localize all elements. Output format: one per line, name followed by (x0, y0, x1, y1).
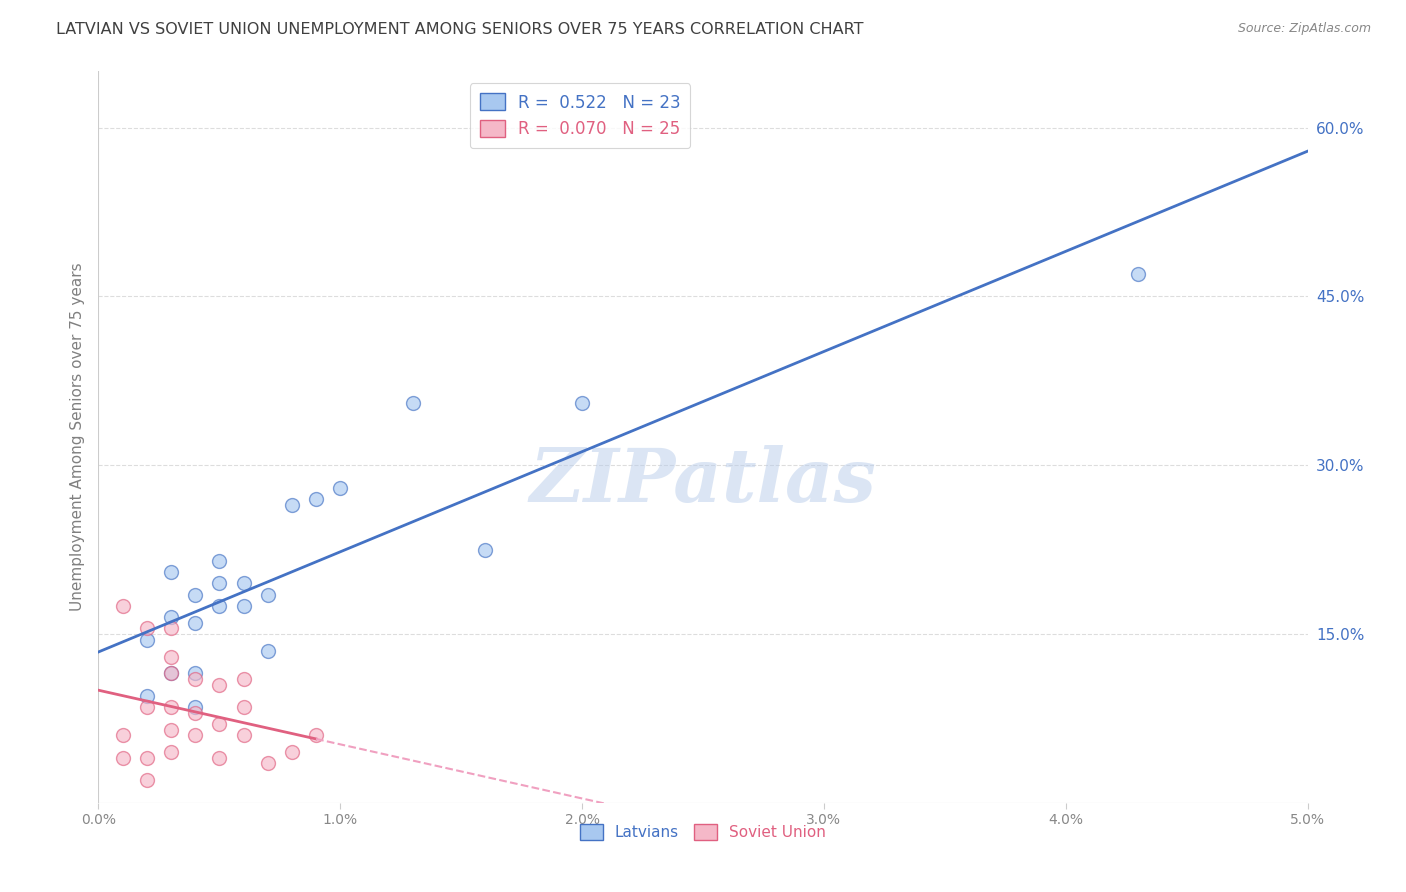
Point (160, 700, 183, 714)
Point (232, 576, 254, 591)
Point (135, 773, 157, 788)
Text: ZIPatlas: ZIPatlas (530, 445, 876, 517)
Point (208, 576, 231, 591)
Point (160, 565, 183, 579)
Point (184, 588, 207, 602)
Point (256, 644, 278, 658)
Point (232, 672, 254, 686)
Point (256, 756, 278, 771)
Point (281, 498, 304, 512)
Text: LATVIAN VS SOVIET UNION UNEMPLOYMENT AMONG SENIORS OVER 75 YEARS CORRELATION CHA: LATVIAN VS SOVIET UNION UNEMPLOYMENT AMO… (56, 22, 863, 37)
Point (160, 649, 183, 664)
Point (160, 666, 183, 681)
Point (208, 599, 231, 613)
Point (474, 542, 496, 557)
Point (305, 728, 328, 742)
Point (208, 554, 231, 568)
Point (1128, 267, 1150, 281)
Point (135, 632, 157, 647)
Point (184, 615, 207, 630)
Point (329, 481, 352, 495)
Point (160, 666, 183, 681)
Point (184, 672, 207, 686)
Point (160, 610, 183, 624)
Legend: Latvians, Soviet Union: Latvians, Soviet Union (574, 818, 832, 847)
Point (135, 700, 157, 714)
Point (184, 666, 207, 681)
Point (135, 751, 157, 765)
Point (160, 723, 183, 737)
Point (135, 621, 157, 635)
Point (305, 491, 328, 506)
Point (160, 745, 183, 759)
Point (135, 689, 157, 703)
Point (184, 700, 207, 714)
Y-axis label: Unemployment Among Seniors over 75 years: Unemployment Among Seniors over 75 years (69, 263, 84, 611)
Point (232, 728, 254, 742)
Point (402, 396, 425, 410)
Point (160, 621, 183, 635)
Point (208, 717, 231, 731)
Point (256, 588, 278, 602)
Point (232, 599, 254, 613)
Point (111, 728, 134, 742)
Text: Source: ZipAtlas.com: Source: ZipAtlas.com (1237, 22, 1371, 36)
Point (111, 599, 134, 613)
Point (232, 700, 254, 714)
Point (184, 706, 207, 720)
Point (184, 728, 207, 742)
Point (208, 751, 231, 765)
Point (281, 745, 304, 759)
Point (111, 751, 134, 765)
Point (208, 678, 231, 692)
Point (571, 396, 593, 410)
